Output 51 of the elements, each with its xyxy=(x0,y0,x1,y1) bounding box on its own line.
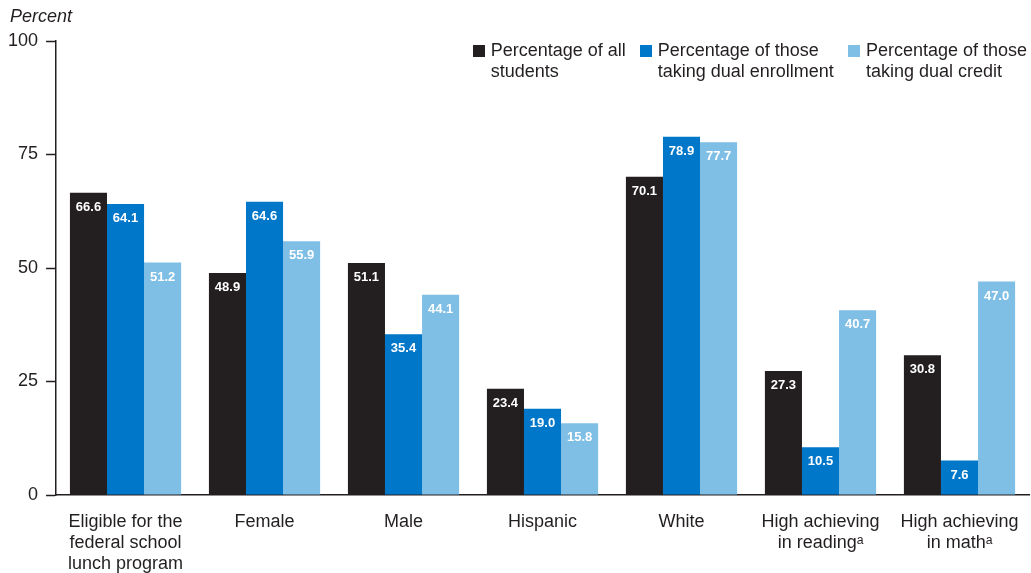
data-label: 48.9 xyxy=(214,279,241,295)
bar xyxy=(700,142,738,495)
bar xyxy=(839,310,877,495)
bar xyxy=(422,294,460,495)
x-tick-label: Male xyxy=(384,510,424,531)
bar xyxy=(978,281,1016,495)
bar xyxy=(940,460,979,495)
x-tick-label: Female xyxy=(234,510,295,531)
y-tick-label: 75 xyxy=(18,143,39,164)
data-label: 66.6 xyxy=(75,198,102,214)
data-label: 23.4 xyxy=(492,394,519,410)
x-tick-label: Eligible for the federal school lunch program xyxy=(68,510,184,573)
bar xyxy=(662,136,701,495)
x-tick-label: High achieving in readingᵃ xyxy=(761,510,880,552)
data-label: 51.2 xyxy=(149,268,176,284)
x-tick-label: White xyxy=(658,510,705,531)
bar xyxy=(144,262,182,495)
data-label: 30.8 xyxy=(909,361,936,377)
data-label: 35.4 xyxy=(390,340,417,356)
data-label: 70.1 xyxy=(631,182,658,198)
x-tick-label: Hispanic xyxy=(508,510,578,531)
data-label: 10.5 xyxy=(807,453,834,469)
data-label: 15.8 xyxy=(566,429,593,445)
y-tick-label: 50 xyxy=(18,256,39,277)
bar xyxy=(801,447,840,495)
bar xyxy=(523,408,562,495)
y-axis-title: Percent xyxy=(10,6,74,26)
data-label: 64.6 xyxy=(251,207,278,223)
data-label: 51.1 xyxy=(353,269,380,285)
legend-label: Percentage of those taking dual enrollment xyxy=(657,40,834,82)
bar xyxy=(561,423,599,495)
data-label: 7.6 xyxy=(950,466,969,482)
data-label: 64.1 xyxy=(112,210,139,226)
data-label: 55.9 xyxy=(288,247,315,263)
bar xyxy=(245,201,284,495)
data-label: 78.9 xyxy=(668,142,695,158)
data-label: 19.0 xyxy=(529,414,556,430)
data-label: 47.0 xyxy=(983,287,1010,303)
legend-label: Percentage of all students xyxy=(490,40,626,82)
data-label: 77.7 xyxy=(705,148,732,164)
bar xyxy=(384,334,423,495)
data-label: 40.7 xyxy=(844,316,871,332)
legend-label: Percentage of those taking dual credit xyxy=(865,40,1027,82)
bar xyxy=(283,241,321,495)
y-tick-label: 25 xyxy=(18,370,39,391)
bar xyxy=(107,203,145,495)
y-tick-label: 100 xyxy=(7,29,39,50)
y-tick-label: 0 xyxy=(28,483,39,504)
data-label: 27.3 xyxy=(770,377,797,393)
x-tick-label: High achieving in mathᵃ xyxy=(900,510,1019,552)
data-label: 44.1 xyxy=(427,300,454,316)
